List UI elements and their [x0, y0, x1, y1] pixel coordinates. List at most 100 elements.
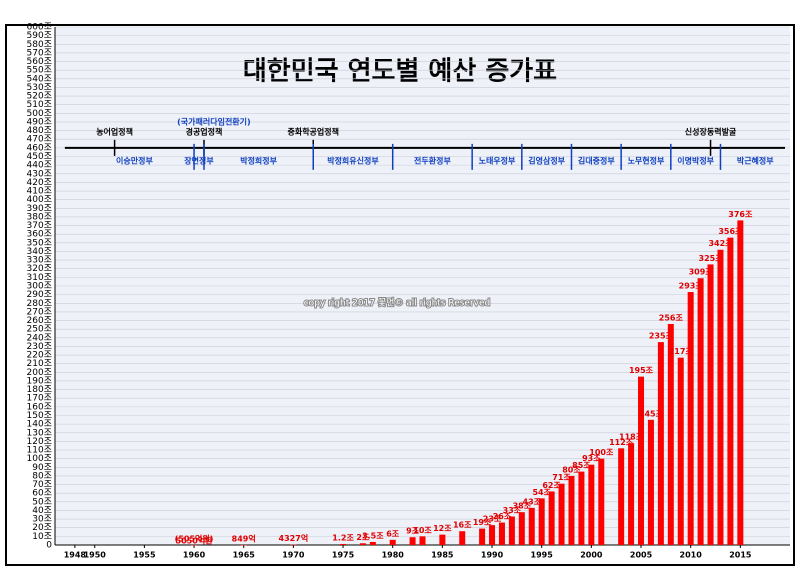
y-tick-label: 60조 — [32, 489, 52, 499]
y-tick-label: 330조 — [27, 256, 52, 266]
y-tick-label: 430조 — [27, 169, 52, 179]
era-label: 이승만정부 — [116, 155, 153, 165]
y-tick-label: 170조 — [27, 394, 52, 404]
y-tick-label: 440조 — [27, 161, 52, 171]
era-label: 장면정부 — [184, 155, 214, 165]
y-tick-label: 280조 — [27, 299, 52, 309]
y-tick-label: 40조 — [32, 506, 52, 516]
bar — [657, 342, 664, 545]
bar — [717, 249, 724, 546]
y-tick-label: 480조 — [27, 126, 52, 136]
y-tick-label: 500조 — [27, 109, 52, 119]
y-tick-label: 360조 — [27, 230, 52, 240]
y-tick-label: 270조 — [27, 307, 52, 317]
y-tick-label: 110조 — [27, 446, 52, 456]
y-tick-label: 220조 — [27, 351, 52, 361]
bar — [439, 534, 446, 545]
bar — [340, 543, 347, 545]
value-label: 195조 — [629, 366, 654, 375]
bar — [588, 464, 595, 545]
value-label: 33조 — [503, 506, 522, 515]
y-tick-label: 350조 — [27, 238, 52, 248]
plot-content: 010조20조30조40조50조60조70조80조90조100조110조120조… — [27, 23, 790, 560]
x-tick-label: 1990 — [481, 551, 504, 560]
era-label: 김영삼정부 — [528, 155, 565, 165]
value-label: 112조 — [609, 438, 634, 447]
y-tick-label: 580조 — [27, 40, 52, 50]
x-tick-label: 1948 — [64, 551, 87, 560]
era-label: 박근혜정부 — [737, 155, 774, 165]
y-tick-label: 460조 — [27, 143, 52, 153]
bar — [618, 448, 625, 545]
y-tick-label: 120조 — [27, 437, 52, 447]
value-label: 256조 — [659, 313, 684, 322]
bar — [707, 264, 714, 545]
y-tick-label: 90조 — [32, 463, 52, 473]
y-tick-label: 590조 — [27, 31, 52, 41]
bar — [578, 471, 585, 545]
value-label: 26조 — [493, 512, 512, 521]
bar — [687, 292, 694, 545]
value-label: 71조 — [552, 473, 571, 482]
y-tick-label: 320조 — [27, 264, 52, 274]
era-label: 박정희정부 — [240, 155, 277, 165]
bar — [568, 475, 575, 545]
y-tick-label: 150조 — [27, 411, 52, 421]
value-label: 309조 — [689, 268, 714, 277]
value-label: 38조 — [513, 502, 532, 511]
y-tick-label: 300조 — [27, 282, 52, 292]
bar — [727, 237, 734, 546]
x-tick-label: 1995 — [531, 551, 554, 560]
y-tick-label: 410조 — [27, 187, 52, 197]
y-tick-label: 540조 — [27, 74, 52, 84]
y-tick-label: 520조 — [27, 92, 52, 102]
value-label: 325조 — [699, 254, 724, 263]
bar — [647, 419, 654, 545]
bar — [290, 544, 297, 546]
era-label: 박정희유신정부 — [327, 155, 379, 165]
value-label: 6조 — [386, 529, 400, 538]
value-label: 1.2조 — [332, 533, 354, 542]
value-label: 376조 — [728, 210, 753, 219]
y-tick-label: 180조 — [27, 385, 52, 395]
value-label: 43조 — [523, 497, 542, 506]
bar — [528, 507, 535, 545]
value-label: 12조 — [433, 524, 452, 533]
x-tick-label: 1970 — [282, 551, 305, 560]
y-tick-label: 560조 — [27, 57, 52, 67]
bar — [498, 522, 505, 545]
y-tick-label: 160조 — [27, 402, 52, 412]
value-label: 85조 — [572, 461, 591, 470]
era-label: 이명박정부 — [677, 155, 714, 165]
policy-label: 농어업정책 — [96, 126, 133, 136]
era-label: 노무현정부 — [628, 155, 665, 165]
x-tick-label: 1975 — [332, 551, 355, 560]
x-tick-label: 2005 — [630, 551, 653, 560]
value-label: 80조 — [562, 465, 581, 474]
y-tick-label: 10조 — [32, 532, 52, 542]
x-tick-label: 1955 — [133, 551, 156, 560]
annotation: 5050억환 — [176, 536, 214, 546]
y-tick-label: 290조 — [27, 290, 52, 300]
y-tick-label: 30조 — [32, 515, 52, 525]
y-tick-label: 470조 — [27, 135, 52, 145]
bar — [459, 531, 466, 545]
value-label: (505억원) — [175, 533, 214, 543]
y-tick-label: 340조 — [27, 247, 52, 257]
bar — [538, 498, 545, 545]
y-tick-label: 50조 — [32, 497, 52, 507]
y-tick-label: 390조 — [27, 204, 52, 214]
x-tick-label: 1960 — [183, 551, 206, 560]
bar — [389, 539, 396, 545]
y-tick-label: 210조 — [27, 359, 52, 369]
y-tick-label: 420조 — [27, 178, 52, 188]
bar — [489, 525, 496, 545]
x-tick-label: 2000 — [580, 551, 603, 560]
y-tick-label: 380조 — [27, 212, 52, 222]
x-tick-label: 1950 — [84, 551, 107, 560]
bar — [518, 512, 525, 545]
y-tick-label: 370조 — [27, 221, 52, 231]
x-tick-label: 1980 — [382, 551, 405, 560]
bar — [638, 376, 645, 545]
bar — [419, 536, 426, 545]
